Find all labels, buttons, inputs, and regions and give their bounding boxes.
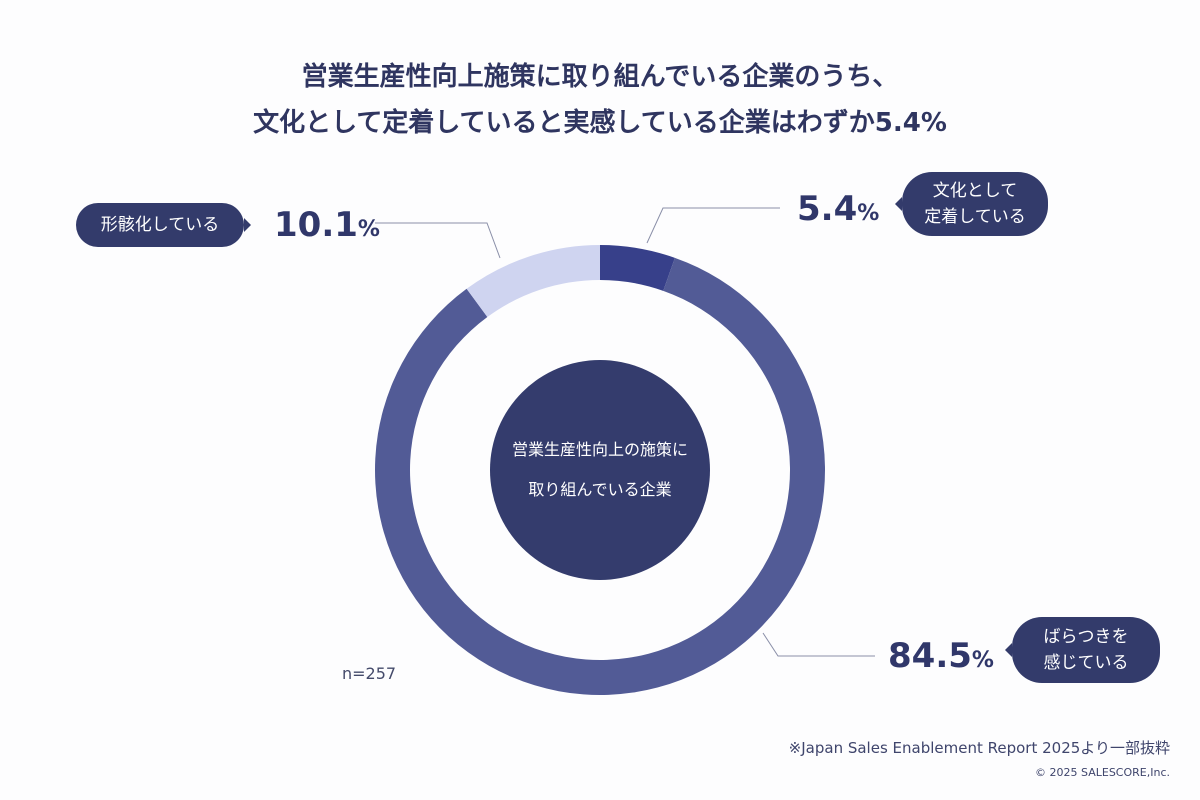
- leader-line-5-4: [646, 207, 780, 244]
- data-label-5-4: 5.4%: [797, 189, 880, 229]
- donut-slice-2: [466, 245, 600, 317]
- center-label: 営業生産性向上の施策に 取り組んでいる企業: [511, 440, 688, 499]
- leader-line-84-5: [762, 632, 875, 657]
- data-label-84-5: 84.5%: [888, 636, 994, 676]
- chart-title-line-2: 文化として定着していると実感している企業はわずか5.4%: [253, 108, 947, 138]
- category-bubble-culture: 文化として 定着している: [895, 172, 1048, 236]
- source-note: ※Japan Sales Enablement Report 2025より一部抜…: [788, 739, 1170, 757]
- category-bubble-variance: ばらつきを 感じている: [1005, 617, 1160, 683]
- center-circle: [490, 360, 710, 580]
- data-label-10-1: 10.1%: [274, 205, 380, 245]
- leader-line-10-1: [375, 222, 501, 259]
- sample-size: n=257: [342, 664, 397, 683]
- donut-slice-0: [600, 245, 675, 291]
- chart-title-line-1: 営業生産性向上施策に取り組んでいる企業のうち、: [301, 62, 899, 92]
- category-bubble-formality: 形骸化している: [76, 203, 251, 247]
- copyright: © 2025 SALESCORE,Inc.: [1035, 766, 1170, 779]
